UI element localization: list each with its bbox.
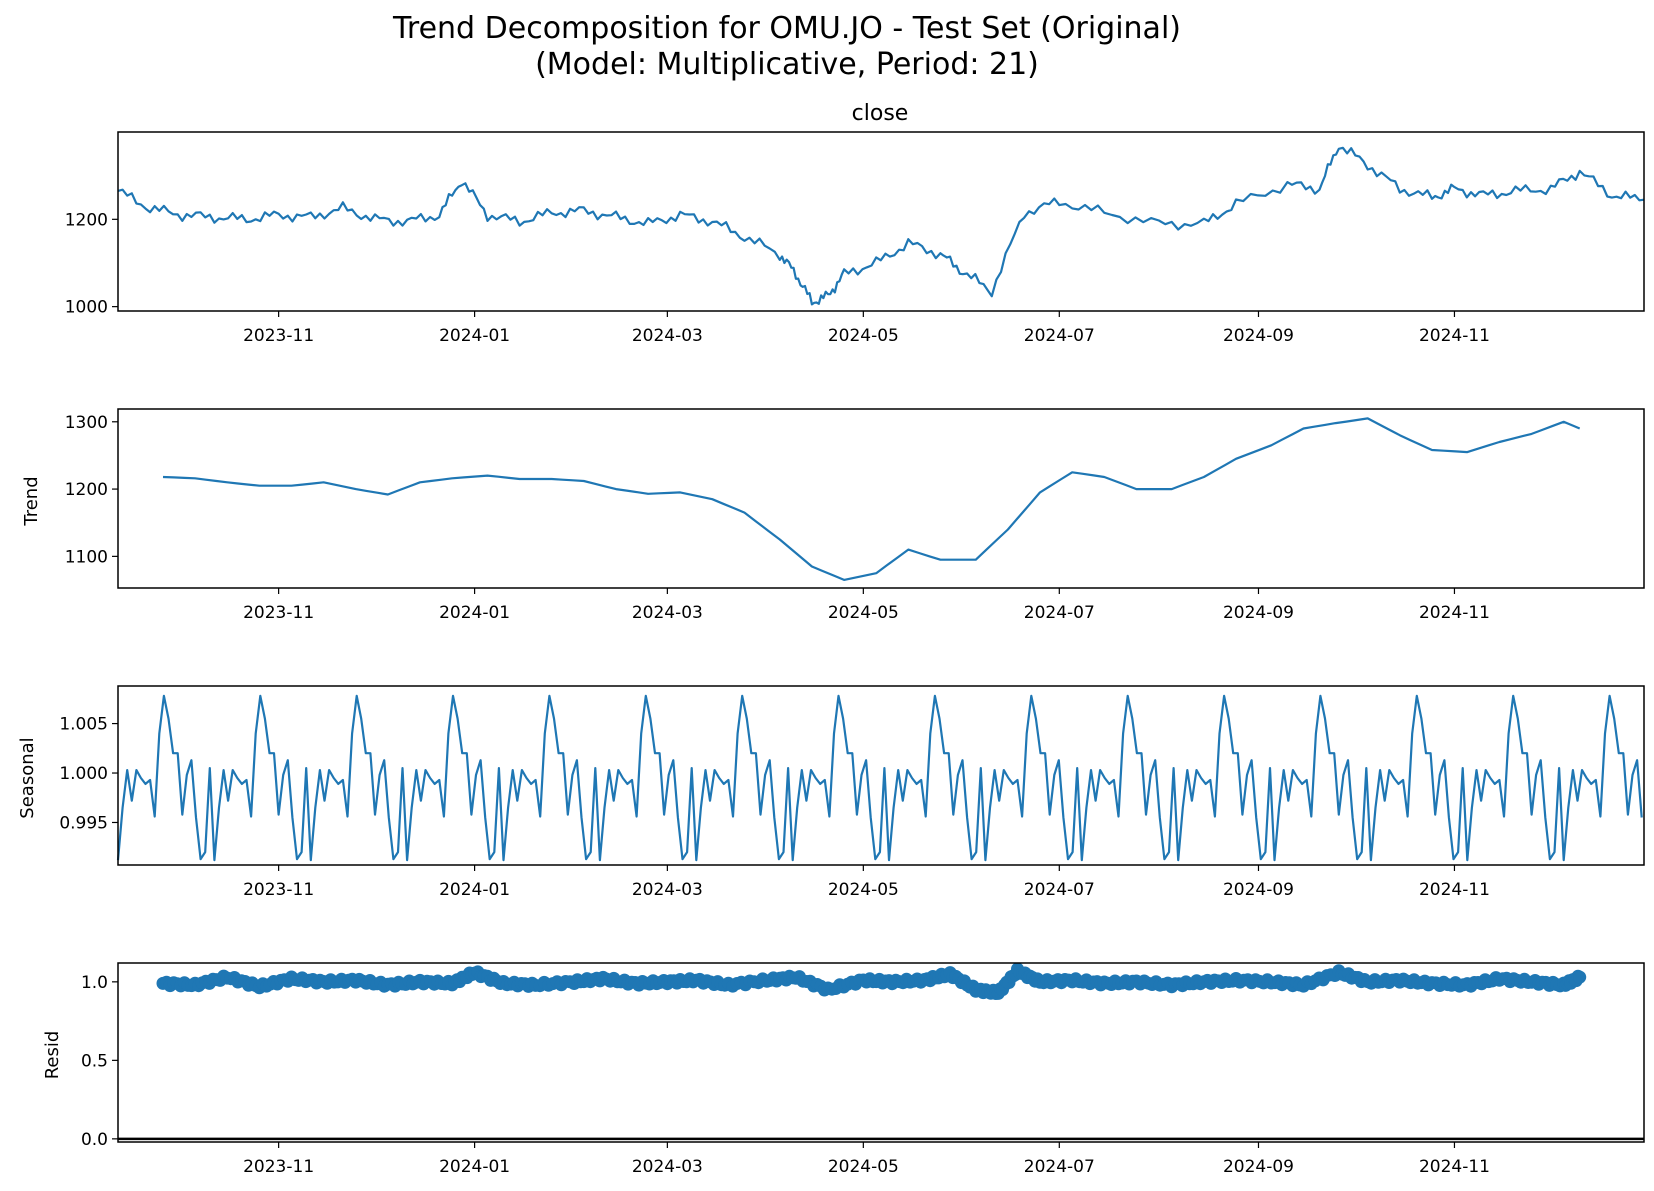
panel-resid-marks — [118, 962, 1644, 1141]
ytick-label: 1300 — [65, 413, 108, 433]
xtick-label: 2024-01 — [439, 603, 510, 623]
seasonal-line — [116, 694, 1643, 862]
panel-close-yticks: 1000 1200 — [65, 210, 118, 318]
xtick-label: 2023-11 — [243, 326, 314, 346]
ytick-label: 1.0 — [81, 973, 108, 993]
panel-seasonal-yticks: 0.995 1.000 1.005 — [59, 715, 118, 833]
xtick-label: 2024-09 — [1223, 326, 1294, 346]
xtick-label: 2024-11 — [1419, 880, 1490, 900]
panel-trend-ylabel: Trend — [21, 476, 42, 526]
ytick-label: 1000 — [65, 298, 108, 318]
xtick-label: 2024-11 — [1419, 1157, 1490, 1177]
panel-seasonal-xticks: 2023-11 2024-01 2024-03 2024-05 2024-07 2024-… — [243, 865, 1490, 900]
xtick-label: 2024-07 — [1024, 1157, 1095, 1177]
ytick-label: 1100 — [65, 547, 108, 567]
ytick-label: 1.000 — [59, 764, 108, 784]
xtick-label: 2024-01 — [439, 880, 510, 900]
trend-line — [162, 417, 1581, 582]
xtick-label: 2024-11 — [1419, 326, 1490, 346]
panel-trend: Trend 1100 1200 1300 2023-11 2024-01 2024-03… — [21, 408, 1645, 623]
xtick-label: 2024-07 — [1024, 603, 1095, 623]
xtick-label: 2024-03 — [632, 603, 703, 623]
panel-resid: Resid 0.00.51.0 2023-11 2024-01 2024-03 202… — [42, 962, 1645, 1177]
panel-resid-yticks: 0.0 0.5 1.0 — [81, 973, 118, 1150]
xtick-label: 2024-09 — [1223, 603, 1294, 623]
xtick-label: 2024-07 — [1024, 326, 1095, 346]
panel-seasonal-ylabel: Seasonal — [17, 737, 38, 818]
xtick-label: 2024-05 — [828, 1157, 899, 1177]
panel-close-xticks: 2023-11 2024-01 2024-03 2024-05 2024-07 2024-… — [243, 311, 1490, 346]
ytick-label: 0.5 — [81, 1051, 108, 1071]
xtick-label: 2024-05 — [828, 326, 899, 346]
xtick-label: 2023-11 — [243, 1157, 314, 1177]
panel-close-frame — [117, 131, 1645, 312]
ytick-label: 1.005 — [59, 715, 108, 735]
panel-trend-marks — [162, 417, 1581, 582]
xtick-label: 2024-05 — [828, 603, 899, 623]
ytick-label: 0.0 — [81, 1130, 108, 1150]
resid-point — [1573, 970, 1587, 984]
panel-trend-xticks: 2023-11 2024-01 2024-03 2024-05 2024-07 2024-… — [243, 588, 1490, 623]
xtick-label: 2024-01 — [439, 1157, 510, 1177]
xtick-label: 2024-03 — [632, 1157, 703, 1177]
panel-seasonal-marks — [116, 694, 1643, 862]
panel-resid-ylabel: Resid — [42, 1031, 63, 1080]
ytick-label: 1200 — [65, 210, 108, 230]
ytick-label: 0.995 — [59, 813, 108, 833]
xtick-label: 2024-05 — [828, 880, 899, 900]
panel-seasonal-frame — [117, 685, 1645, 866]
xtick-label: 2024-07 — [1024, 880, 1095, 900]
xtick-label: 2024-03 — [632, 326, 703, 346]
panel-close: close 1000 1200 2023-11 2024-01 2024-03 2024… — [65, 101, 1645, 346]
figure-title-line2: (Model: Multiplicative, Period: 21) — [535, 47, 1039, 82]
ytick-label: 1200 — [65, 480, 108, 500]
xtick-label: 2024-09 — [1223, 1157, 1294, 1177]
xtick-label: 2023-11 — [243, 603, 314, 623]
panel-resid-xticks: 2023-11 2024-01 2024-03 2024-05 2024-07 2024-… — [243, 1142, 1490, 1177]
xtick-label: 2023-11 — [243, 880, 314, 900]
xtick-label: 2024-11 — [1419, 603, 1490, 623]
panel-trend-yticks: 1100 1200 1300 — [65, 413, 118, 567]
xtick-label: 2024-03 — [632, 880, 703, 900]
xtick-label: 2024-01 — [439, 326, 510, 346]
panel-close-marks — [117, 146, 1645, 306]
close-line — [117, 146, 1645, 306]
figure-title-line1: Trend Decomposition for OMU.JO - Test Se… — [393, 11, 1181, 46]
panel-resid-frame — [117, 962, 1645, 1143]
xtick-label: 2024-09 — [1223, 880, 1294, 900]
panel-close-title: close — [852, 101, 909, 126]
panel-trend-frame — [117, 408, 1645, 589]
